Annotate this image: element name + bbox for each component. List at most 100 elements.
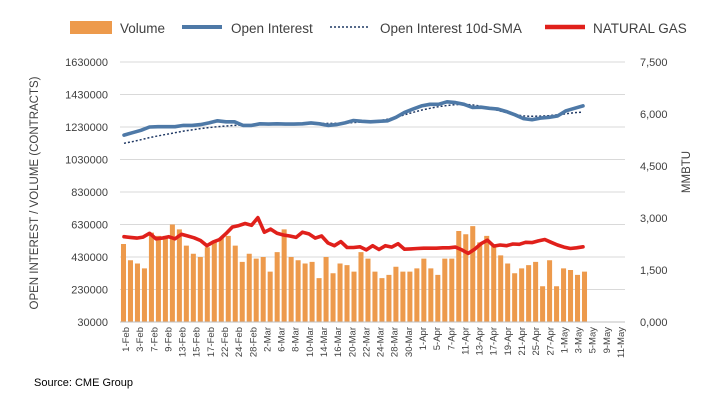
volume-bar xyxy=(330,273,336,322)
source-note: Source: CME Group xyxy=(34,377,134,389)
volume-bar xyxy=(407,271,413,323)
volume-bar xyxy=(218,237,224,322)
volume-bar xyxy=(127,260,133,322)
chart-legend: Volume Open Interest Open Interest 10d-S… xyxy=(70,21,687,36)
x-tick-label: 7-Feb xyxy=(149,327,160,352)
y-left-tick-label: 230000 xyxy=(71,285,108,297)
volume-bar xyxy=(344,265,350,323)
legend-label-natural-gas: NATURAL GAS xyxy=(593,21,687,36)
volume-bar xyxy=(400,271,406,323)
x-tick-label: 22-Mar xyxy=(361,327,372,357)
x-tick-label: 25-Apr xyxy=(531,327,542,356)
open-interest-sma-line xyxy=(123,103,584,145)
x-tick-label: 10-Mar xyxy=(305,327,316,357)
volume-bar xyxy=(568,270,574,322)
volume-bar xyxy=(386,274,392,323)
x-tick-label: 16-Mar xyxy=(333,327,344,357)
y-left-tick-label: 430000 xyxy=(71,252,108,264)
y-left-tick-label: 1430000 xyxy=(65,90,108,102)
y-axis-right-title: MMBTU xyxy=(681,151,693,193)
open-interest-line xyxy=(122,100,585,137)
y-left-tick-label: 1030000 xyxy=(65,155,108,167)
volume-bar xyxy=(484,235,490,323)
volume-bar xyxy=(351,271,357,323)
legend-label-open-interest-sma: Open Interest 10d-SMA xyxy=(380,21,522,36)
y-axis-right-ticks: 7,500 6,000 4,500 3,000 1,500 0,000 xyxy=(640,57,668,329)
volume-bar xyxy=(372,271,378,323)
volume-bar xyxy=(141,268,147,323)
x-tick-label: 13-Feb xyxy=(178,327,189,357)
x-tick-label: 1-Apr xyxy=(418,327,429,350)
x-tick-label: 15-Feb xyxy=(192,327,203,357)
x-tick-label: 6-Mar xyxy=(277,327,288,352)
volume-bar xyxy=(526,265,532,323)
x-tick-label: 30-Mar xyxy=(404,327,415,357)
y-right-tick-label: 3,000 xyxy=(640,213,668,225)
x-tick-label: 24-Mar xyxy=(376,327,387,357)
volume-bar xyxy=(358,252,364,323)
volume-bar xyxy=(323,257,329,322)
volume-bar xyxy=(134,263,140,322)
x-tick-label: 22-Feb xyxy=(220,327,231,357)
volume-bar xyxy=(470,226,476,323)
x-tick-label: 1-May xyxy=(559,327,570,354)
volume-bar xyxy=(211,240,217,322)
volume-bar xyxy=(456,231,462,322)
volume-bar xyxy=(477,242,483,323)
volume-bar xyxy=(295,260,301,322)
volume-bar xyxy=(274,252,280,323)
volume-bar xyxy=(491,245,497,323)
y-right-tick-label: 6,000 xyxy=(640,109,668,121)
volume-bar xyxy=(225,235,231,323)
x-tick-label: 20-Mar xyxy=(347,327,358,357)
series-lines xyxy=(122,100,585,256)
volume-bar xyxy=(169,224,175,322)
x-tick-label: 3-Feb xyxy=(135,327,146,352)
volume-bar xyxy=(498,255,504,323)
volume-bar xyxy=(393,266,399,322)
volume-bar xyxy=(316,278,322,323)
volume-bar xyxy=(204,247,210,322)
volume-bar xyxy=(512,273,518,322)
x-tick-label: 13-Apr xyxy=(475,327,486,356)
y-axis-left-ticks: 1630000 1430000 1230000 1030000 830000 630000… xyxy=(65,57,108,329)
volume-bar xyxy=(428,268,434,323)
volume-bar xyxy=(176,229,182,323)
volume-bar xyxy=(547,260,553,322)
volume-bar xyxy=(148,232,154,323)
legend-label-open-interest: Open Interest xyxy=(231,21,313,36)
volume-bar xyxy=(540,286,546,322)
volume-bar xyxy=(421,258,427,323)
x-axis-ticks: 1-Feb 3-Feb 7-Feb 9-Feb 13-Feb 15-Feb 17-Feb 22… xyxy=(121,327,627,358)
x-tick-label: 7-Apr xyxy=(446,327,457,350)
x-tick-label: 27-Apr xyxy=(545,327,556,356)
legend-swatch-volume xyxy=(70,21,112,34)
volume-bar xyxy=(260,257,266,322)
x-tick-label: 5-Apr xyxy=(432,327,443,350)
volume-bar xyxy=(246,253,252,322)
y-left-tick-label: 1230000 xyxy=(65,122,108,134)
volume-bar xyxy=(554,286,560,322)
volume-bar xyxy=(519,268,525,323)
volume-bars xyxy=(120,224,588,323)
volume-bar xyxy=(533,261,539,323)
y-axis-left-title: OPEN INTEREST / VOLUME (CONTRACTS) xyxy=(29,76,41,309)
volume-bar xyxy=(155,235,161,323)
volume-bar xyxy=(162,235,168,323)
x-tick-label: 5-May xyxy=(588,327,599,354)
legend-label-volume: Volume xyxy=(120,21,165,36)
volume-bar xyxy=(239,261,245,323)
y-left-tick-label: 830000 xyxy=(71,187,108,199)
volume-bar xyxy=(288,257,294,322)
volume-bar xyxy=(581,271,588,323)
x-tick-label: 17-Apr xyxy=(489,327,500,356)
x-tick-label: 9-Feb xyxy=(163,327,174,352)
y-left-tick-label: 30000 xyxy=(77,317,108,329)
y-right-tick-label: 7,500 xyxy=(640,57,668,69)
volume-bar xyxy=(379,278,385,323)
x-tick-label: 11-May xyxy=(616,327,627,358)
volume-bar xyxy=(190,253,196,322)
x-tick-label: 19-Apr xyxy=(503,327,514,356)
volume-bar xyxy=(575,274,581,323)
x-tick-label: 3-May xyxy=(574,327,585,354)
